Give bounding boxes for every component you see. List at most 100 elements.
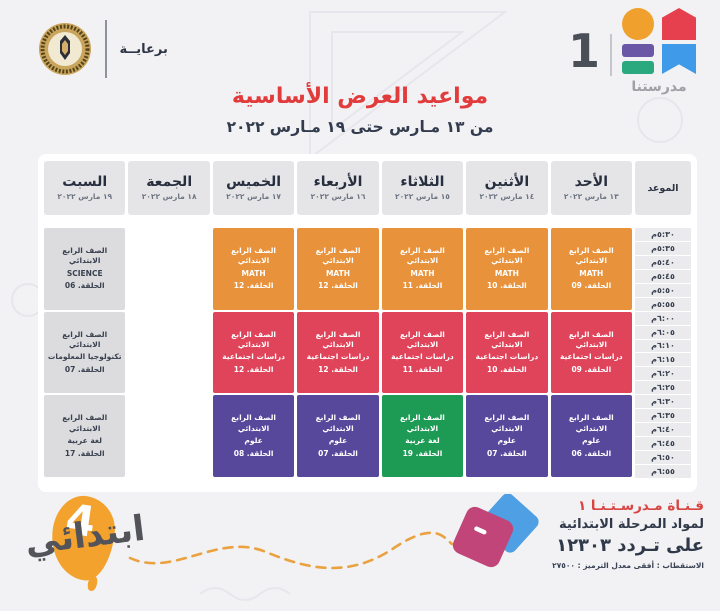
cell-episode: الحلقة. 09 (571, 281, 612, 291)
day-name: الجمعة (146, 174, 193, 190)
channel-name: مدرستنا (631, 79, 687, 95)
schedule-cell: الصف الرابع الابتدائي MATH الحلقة. 11 (381, 228, 464, 310)
cell-episode: الحلقة. 10 (487, 281, 527, 291)
schedule-cell: الصف الرابع الابتدائي علوم الحلقة. 08 (212, 395, 295, 477)
table-body: ٥:٣٠م ٥:٣٥م ٥:٤٠م ٥:٤٥م ٥:٥٠م ٥:٥٥م ٦:٠٠م ٦:٠٥م… (44, 228, 691, 478)
channel-info-name: قـنـاة مـدرسـتـنـا ١ (577, 498, 704, 514)
schedule-cell: الصف الرابع الابتدائي MATH الحلقة. 12 (297, 228, 379, 310)
sponsor-block: برعايــة (38, 16, 168, 82)
cell-episode: الحلقة. 06 (571, 448, 612, 458)
schedule-cell: الصف الرابع الابتدائي دراسات اجتماعية الحل… (381, 311, 464, 394)
cell-grade: الصف الرابع الابتدائي (231, 246, 277, 266)
cell-episode: الحلقة. 12 (233, 365, 274, 375)
schedule-cell: الصف الرابع الابتدائي دراسات اجتماعية الحل… (466, 311, 548, 394)
cell-grade: الصف الرابع الابتدائي (231, 413, 277, 433)
time-slot: ٦:٢٠م (635, 367, 691, 381)
day-name: السبت (62, 174, 108, 190)
logo-house-icon (662, 8, 696, 40)
cell-subject: تكنولوجيا المعلومات (47, 352, 122, 362)
cell-subject: علوم (582, 436, 601, 446)
day-name: الخميس (226, 174, 282, 190)
day-header: الخميس ١٧ مارس ٢٠٢٢ (212, 161, 295, 215)
cell-episode: الحلقة. 07 (318, 448, 358, 458)
channel-number: 1 (567, 24, 600, 78)
page-title: مواعيد العرض الأساسية (231, 84, 489, 109)
schedule-cell: الصف الرابع الابتدائي لغة عربية الحلقة. 17 (44, 395, 126, 477)
cell-subject: دراسات اجتماعية (306, 352, 370, 362)
cell-subject: SCIENCE (66, 268, 103, 278)
cell-episode: الحلقة. 12 (318, 365, 358, 375)
time-slot: ٦:٤٠م (635, 423, 691, 437)
time-slot: ٥:٥٥م (635, 297, 691, 311)
cell-grade: الصف الرابع الابتدائي (62, 246, 108, 266)
sponsor-divider (105, 20, 107, 78)
schedule-cell: الصف الرابع الابتدائي دراسات اجتماعية الحل… (550, 311, 632, 394)
time-slot: ٦:٣٥م (635, 409, 691, 423)
schedule-cell: الصف الرابع الابتدائي علوم الحلقة. 06 (550, 395, 632, 477)
cell-episode: الحلقة. 11 (402, 365, 443, 375)
cell-subject: MATH (410, 268, 435, 278)
time-slot: ٦:١٥م (635, 353, 691, 367)
cell-subject: لغة عربية (67, 436, 102, 446)
schedule-cell: الصف الرابع الابتدائي علوم الحلقة. 07 (297, 395, 379, 477)
cell-subject: MATH (494, 268, 519, 278)
time-slot: ٦:٠٠م (635, 311, 691, 325)
schedule-cell: الصف الرابع الابتدائي علوم الحلقة. 07 (466, 395, 548, 477)
day-date: ١٩ مارس ٢٠٢٢ (57, 192, 113, 201)
schedule-cell: الصف الرابع الابتدائي دراسات اجتماعية الحل… (212, 311, 295, 394)
cell-subject: MATH (325, 268, 351, 278)
cell-episode: الحلقة. 19 (402, 448, 443, 458)
logo-circle-icon (622, 8, 654, 40)
cell-episode: الحلقة. 06 (64, 281, 105, 291)
channel-info: قـنـاة مـدرسـتـنـا ١ لمواد المرحلة الابت… (489, 498, 704, 570)
cell-grade: الصف الرابع الابتدائي (399, 329, 445, 349)
day-header: السبت ١٩ مارس ٢٠٢٢ (44, 161, 126, 215)
time-slot: ٥:٥٠م (635, 283, 691, 297)
day-name: الأحد (574, 174, 608, 190)
kite-icon (452, 494, 539, 568)
channel-info-stage: لمواد المرحلة الابتدائية (559, 517, 704, 532)
time-slot: ٥:٤٠م (635, 255, 691, 269)
logo-bar-purple-icon (622, 44, 654, 57)
schedule-cell: الصف الرابع الابتدائي MATH الحلقة. 09 (550, 228, 632, 310)
cell-subject: دراسات اجتماعية (559, 352, 623, 362)
cell-grade: الصف الرابع الابتدائي (315, 413, 361, 433)
cell-subject: MATH (241, 268, 266, 278)
day-date: ١٤ مارس ٢٠٢٢ (479, 192, 535, 201)
logo-bookmark-icon (662, 44, 696, 74)
day-date: ١٦ مارس ٢٠٢٢ (310, 192, 366, 201)
schedule-cell: الصف الرابع الابتدائي دراسات اجتماعية الحل… (297, 311, 379, 394)
cell-episode: الحلقة. 07 (64, 365, 105, 375)
cell-subject: دراسات اجتماعية (222, 352, 285, 362)
cell-grade: الصف الرابع الابتدائي (484, 413, 530, 433)
sponsor-label: برعايــة (119, 41, 168, 57)
day-date: ١٣ مارس ٢٠٢٢ (563, 192, 619, 201)
day-name: الأربعاء (313, 174, 363, 190)
cell-grade: الصف الرابع الابتدائي (62, 329, 108, 349)
time-slot: ٦:٥٠م (635, 451, 691, 465)
cell-episode: الحلقة. 12 (318, 281, 358, 291)
cell-subject: علوم (244, 436, 263, 446)
time-slot: ٦:٠٥م (635, 325, 691, 339)
time-slot: ٦:٣٠م (635, 395, 691, 409)
logo-bar-green-icon (622, 61, 654, 74)
cell-subject: دراسات اجتماعية (391, 352, 454, 362)
cell-episode: الحلقة. 11 (402, 281, 443, 291)
cell-subject: MATH (579, 268, 604, 278)
schedule-cell: الصف الرابع الابتدائي SCIENCE الحلقة. 06 (44, 228, 126, 310)
cell-grade: الصف الرابع الابتدائي (315, 246, 361, 266)
schedule-cell: الصف الرابع الابتدائي لغة عربية الحلقة. 19 (381, 395, 464, 477)
day-header: الأحد ١٣ مارس ٢٠٢٢ (550, 161, 632, 215)
cell-episode: الحلقة. 17 (64, 448, 105, 458)
cell-grade: الصف الرابع الابتدائي (484, 246, 530, 266)
cell-episode: الحلقة. 09 (571, 365, 612, 375)
day-header: الأربعاء ١٦ مارس ٢٠٢٢ (297, 161, 379, 215)
date-range-subtitle: من ١٣ مـارس حتى ١٩ مـارس ٢٠٢٢ (226, 118, 494, 136)
cell-grade: الصف الرابع الابتدائي (399, 246, 445, 266)
time-slot: ٥:٣٥م (635, 241, 691, 255)
day-date: ١٨ مارس ٢٠٢٢ (141, 192, 197, 201)
time-slot: ٦:٤٥م (635, 437, 691, 451)
channel-logo: 1 مدرستنا (568, 8, 696, 95)
ministry-seal-icon (38, 22, 92, 76)
